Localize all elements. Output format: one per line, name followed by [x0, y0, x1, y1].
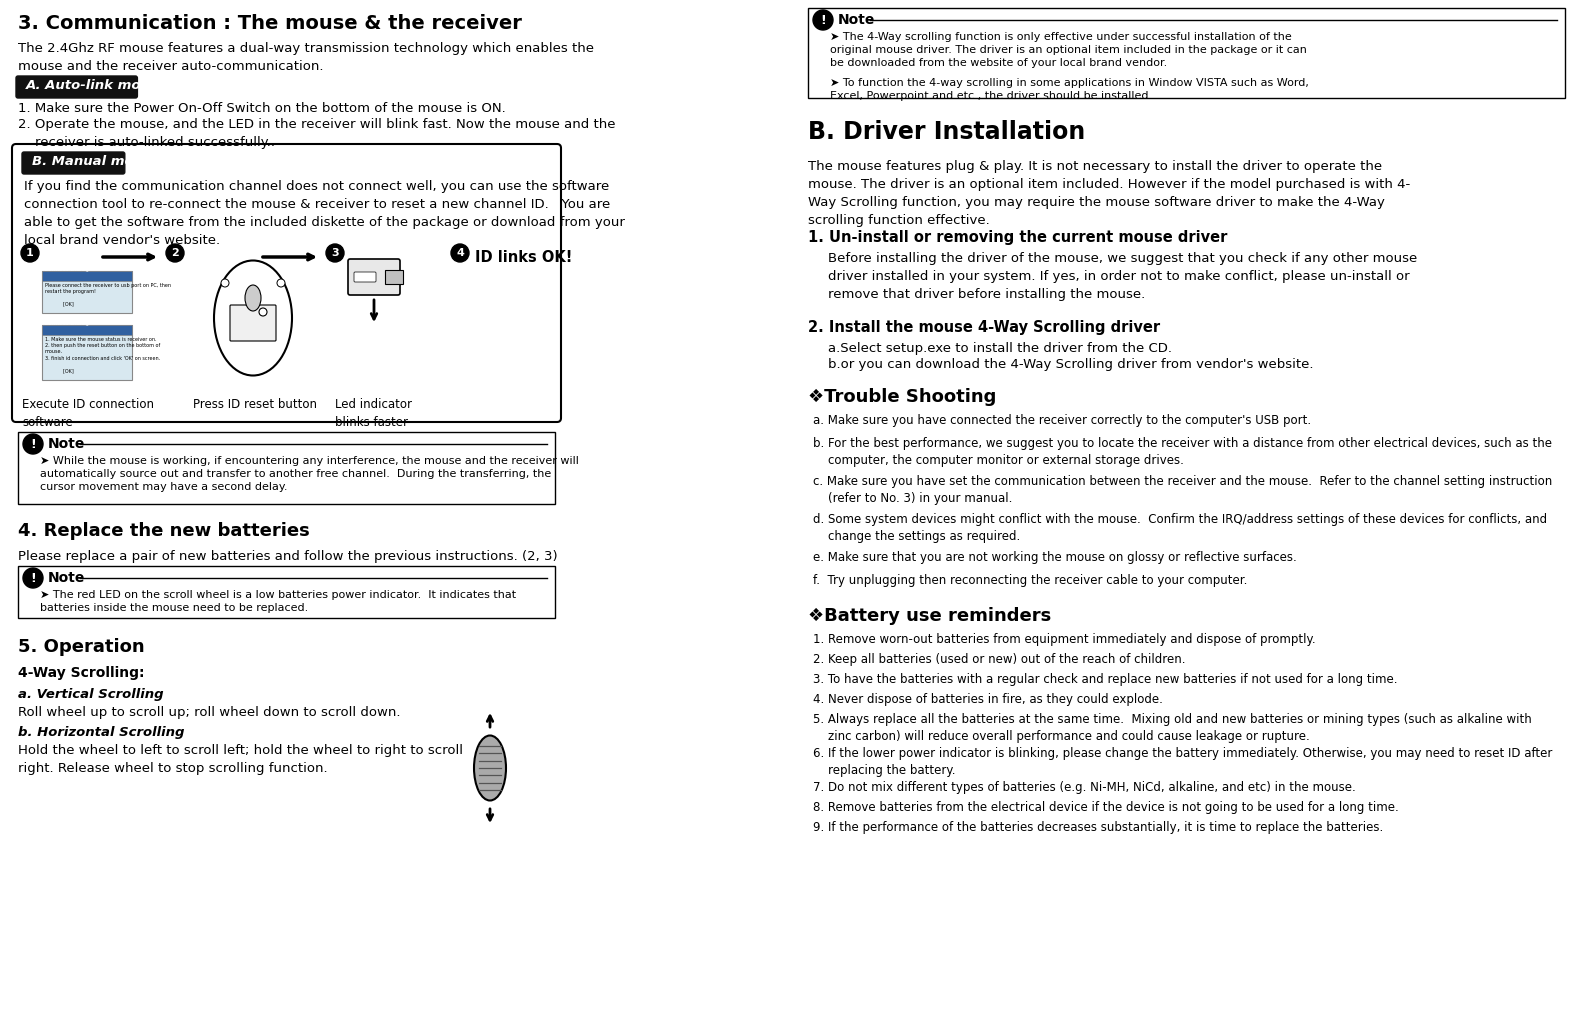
- Text: 4-Way Scrolling:: 4-Way Scrolling:: [17, 666, 144, 680]
- Text: 1. Remove worn-out batteries from equipment immediately and dispose of promptly.: 1. Remove worn-out batteries from equipm…: [814, 633, 1315, 646]
- FancyBboxPatch shape: [348, 259, 400, 295]
- FancyBboxPatch shape: [355, 272, 377, 282]
- FancyBboxPatch shape: [43, 325, 131, 335]
- Text: ➤ The 4-Way scrolling function is only effective under successful installation o: ➤ The 4-Way scrolling function is only e…: [829, 32, 1308, 68]
- Text: If you find the communication channel does not connect well, you can use the sof: If you find the communication channel do…: [24, 180, 625, 247]
- Text: Connect Dialog: Connect Dialog: [44, 321, 89, 326]
- Circle shape: [451, 244, 469, 262]
- Text: d. Some system devices might conflict with the mouse.  Confirm the IRQ/address s: d. Some system devices might conflict wi…: [814, 513, 1547, 543]
- Circle shape: [814, 10, 833, 30]
- Circle shape: [277, 279, 285, 287]
- Text: !: !: [30, 437, 36, 451]
- Text: 3: 3: [331, 248, 339, 258]
- Text: 1. Make sure the Power On-Off Switch on the bottom of the mouse is ON.: 1. Make sure the Power On-Off Switch on …: [17, 102, 505, 115]
- Circle shape: [166, 244, 184, 262]
- Text: Press ID reset button: Press ID reset button: [193, 398, 317, 411]
- Text: Roll wheel up to scroll up; roll wheel down to scroll down.: Roll wheel up to scroll up; roll wheel d…: [17, 706, 400, 719]
- Text: A. Auto-link mode: A. Auto-link mode: [25, 79, 160, 92]
- Text: 1: 1: [27, 248, 33, 258]
- FancyBboxPatch shape: [43, 271, 131, 281]
- Text: The 2.4Ghz RF mouse features a dual-way transmission technology which enables th: The 2.4Ghz RF mouse features a dual-way …: [17, 42, 594, 73]
- Text: 2. Keep all batteries (used or new) out of the reach of children.: 2. Keep all batteries (used or new) out …: [814, 653, 1186, 666]
- Text: 4. Replace the new batteries: 4. Replace the new batteries: [17, 522, 310, 540]
- Text: B. Driver Installation: B. Driver Installation: [807, 120, 1086, 144]
- Text: ID links OK!: ID links OK!: [475, 250, 573, 264]
- Text: b. Horizontal Scrolling: b. Horizontal Scrolling: [17, 726, 185, 739]
- Text: a. Make sure you have connected the receiver correctly to the computer's USB por: a. Make sure you have connected the rece…: [814, 414, 1311, 427]
- Text: 5. Operation: 5. Operation: [17, 638, 144, 656]
- Text: ➤ While the mouse is working, if encountering any interference, the mouse and th: ➤ While the mouse is working, if encount…: [40, 456, 579, 492]
- Text: Hold the wheel to left to scroll left; hold the wheel to right to scroll
right. : Hold the wheel to left to scroll left; h…: [17, 744, 462, 775]
- Text: Note: Note: [47, 571, 85, 585]
- Ellipse shape: [245, 285, 261, 311]
- Text: 8. Remove batteries from the electrical device if the device is not going to be : 8. Remove batteries from the electrical …: [814, 801, 1399, 814]
- Text: b. For the best performance, we suggest you to locate the receiver with a distan: b. For the best performance, we suggest …: [814, 437, 1551, 467]
- Text: Note: Note: [47, 437, 85, 451]
- Text: Please replace a pair of new batteries and follow the previous instructions. (2,: Please replace a pair of new batteries a…: [17, 550, 557, 563]
- Text: e. Make sure that you are not working the mouse on glossy or reflective surfaces: e. Make sure that you are not working th…: [814, 551, 1296, 564]
- FancyBboxPatch shape: [43, 325, 131, 380]
- Text: 1. Un-install or removing the current mouse driver: 1. Un-install or removing the current mo…: [807, 230, 1227, 244]
- FancyBboxPatch shape: [385, 270, 404, 284]
- Circle shape: [260, 308, 268, 316]
- Text: 5. Always replace all the batteries at the same time.  Mixing old and new batter: 5. Always replace all the batteries at t…: [814, 713, 1532, 743]
- Text: 2. Operate the mouse, and the LED in the receiver will blink fast. Now the mouse: 2. Operate the mouse, and the LED in the…: [17, 118, 616, 149]
- Text: Led indicator
blinks faster: Led indicator blinks faster: [336, 398, 412, 429]
- FancyBboxPatch shape: [17, 432, 556, 503]
- Text: The mouse features plug & play. It is not necessary to install the driver to ope: The mouse features plug & play. It is no…: [807, 160, 1410, 227]
- FancyBboxPatch shape: [16, 76, 138, 98]
- Text: f.  Try unplugging then reconnecting the receiver cable to your computer.: f. Try unplugging then reconnecting the …: [814, 574, 1247, 587]
- FancyBboxPatch shape: [43, 271, 131, 313]
- Text: !: !: [820, 13, 826, 27]
- Text: 9. If the performance of the batteries decreases substantially, it is time to re: 9. If the performance of the batteries d…: [814, 821, 1384, 834]
- FancyBboxPatch shape: [807, 8, 1566, 98]
- Text: Before installing the driver of the mouse, we suggest that you check if any othe: Before installing the driver of the mous…: [828, 252, 1417, 301]
- Circle shape: [326, 244, 344, 262]
- FancyBboxPatch shape: [13, 144, 560, 422]
- Text: 4: 4: [456, 248, 464, 258]
- Text: 3. Communication : The mouse & the receiver: 3. Communication : The mouse & the recei…: [17, 15, 522, 33]
- Text: Note: Note: [837, 13, 875, 27]
- Text: c. Make sure you have set the communication between the receiver and the mouse. : c. Make sure you have set the communicat…: [814, 474, 1553, 505]
- Text: Execute ID connection
software: Execute ID connection software: [22, 398, 154, 429]
- Ellipse shape: [214, 260, 291, 375]
- Text: 3. To have the batteries with a regular check and replace new batteries if not u: 3. To have the batteries with a regular …: [814, 673, 1398, 686]
- Text: a. Vertical Scrolling: a. Vertical Scrolling: [17, 688, 163, 701]
- Text: 2: 2: [171, 248, 179, 258]
- Text: b.or you can download the 4-Way Scrolling driver from vendor's website.: b.or you can download the 4-Way Scrollin…: [828, 358, 1314, 371]
- Text: Connect Dialog: Connect Dialog: [44, 267, 89, 272]
- Text: Please connect the receiver to usb port on PC, then
restart the program!

      : Please connect the receiver to usb port …: [44, 283, 171, 307]
- Text: 1. Make sure the mouse status is receiver on.
2. then push the reset button on t: 1. Make sure the mouse status is receive…: [44, 337, 160, 373]
- Text: ❖Battery use reminders: ❖Battery use reminders: [807, 607, 1051, 625]
- FancyBboxPatch shape: [17, 566, 556, 618]
- Text: !: !: [30, 572, 36, 584]
- Text: 4. Never dispose of batteries in fire, as they could explode.: 4. Never dispose of batteries in fire, a…: [814, 693, 1164, 706]
- Text: 6. If the lower power indicator is blinking, please change the battery immediate: 6. If the lower power indicator is blink…: [814, 747, 1553, 777]
- Text: 2. Install the mouse 4-Way Scrolling driver: 2. Install the mouse 4-Way Scrolling dri…: [807, 320, 1160, 335]
- Circle shape: [222, 279, 230, 287]
- Ellipse shape: [473, 736, 507, 801]
- Circle shape: [24, 434, 43, 454]
- Text: 7. Do not mix different types of batteries (e.g. Ni-MH, NiCd, alkaline, and etc): 7. Do not mix different types of batteri…: [814, 781, 1355, 794]
- Text: ➤ To function the 4-way scrolling in some applications in Window VISTA such as W: ➤ To function the 4-way scrolling in som…: [829, 78, 1309, 102]
- FancyBboxPatch shape: [22, 152, 125, 174]
- Text: B. Manual mode: B. Manual mode: [32, 155, 152, 168]
- Text: a.Select setup.exe to install the driver from the CD.: a.Select setup.exe to install the driver…: [828, 342, 1171, 355]
- Circle shape: [24, 568, 43, 588]
- Text: ❖Trouble Shooting: ❖Trouble Shooting: [807, 388, 996, 406]
- FancyBboxPatch shape: [230, 305, 275, 341]
- Circle shape: [21, 244, 40, 262]
- Text: ➤ The red LED on the scroll wheel is a low batteries power indicator.  It indica: ➤ The red LED on the scroll wheel is a l…: [40, 589, 516, 613]
